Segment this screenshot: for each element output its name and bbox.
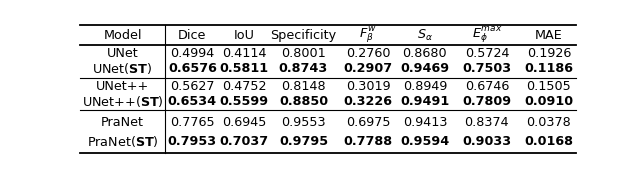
Text: 0.1186: 0.1186 bbox=[524, 62, 573, 75]
Text: Dice: Dice bbox=[178, 28, 207, 42]
Text: 0.5724: 0.5724 bbox=[465, 47, 509, 60]
Text: 0.8148: 0.8148 bbox=[281, 80, 326, 93]
Text: UNet++($\mathbf{ST}$): UNet++($\mathbf{ST}$) bbox=[82, 94, 163, 109]
Text: 0.2760: 0.2760 bbox=[346, 47, 390, 60]
Text: PraNet: PraNet bbox=[101, 116, 144, 129]
Text: IoU: IoU bbox=[234, 28, 255, 42]
Text: 0.8949: 0.8949 bbox=[403, 80, 447, 93]
Text: MAE: MAE bbox=[535, 28, 563, 42]
Text: 0.7953: 0.7953 bbox=[168, 135, 217, 148]
Text: $E_{\phi}^{max}$: $E_{\phi}^{max}$ bbox=[472, 25, 502, 45]
Text: 0.7788: 0.7788 bbox=[344, 135, 392, 148]
Text: 0.6534: 0.6534 bbox=[168, 95, 217, 108]
Text: 0.9033: 0.9033 bbox=[462, 135, 511, 148]
Text: 0.8850: 0.8850 bbox=[279, 95, 328, 108]
Text: 0.5811: 0.5811 bbox=[220, 62, 269, 75]
Text: 0.6945: 0.6945 bbox=[222, 116, 266, 129]
Text: 0.8743: 0.8743 bbox=[279, 62, 328, 75]
Text: 0.0168: 0.0168 bbox=[524, 135, 573, 148]
Text: 0.8001: 0.8001 bbox=[281, 47, 326, 60]
Text: UNet++: UNet++ bbox=[96, 80, 149, 93]
Text: 0.8374: 0.8374 bbox=[465, 116, 509, 129]
Text: 0.4994: 0.4994 bbox=[170, 47, 214, 60]
Text: 0.5599: 0.5599 bbox=[220, 95, 269, 108]
Text: 0.9469: 0.9469 bbox=[400, 62, 449, 75]
Text: 0.2907: 0.2907 bbox=[344, 62, 392, 75]
Text: 0.9553: 0.9553 bbox=[281, 116, 326, 129]
Text: 0.1926: 0.1926 bbox=[527, 47, 571, 60]
Text: 0.0378: 0.0378 bbox=[527, 116, 572, 129]
Text: 0.9795: 0.9795 bbox=[279, 135, 328, 148]
Text: 0.6975: 0.6975 bbox=[346, 116, 390, 129]
Text: 0.3226: 0.3226 bbox=[344, 95, 392, 108]
Text: 0.6576: 0.6576 bbox=[168, 62, 217, 75]
Text: Specificity: Specificity bbox=[270, 28, 337, 42]
Text: $S_{\alpha}$: $S_{\alpha}$ bbox=[417, 28, 433, 43]
Text: Model: Model bbox=[104, 28, 142, 42]
Text: 0.9594: 0.9594 bbox=[400, 135, 449, 148]
Text: 0.4752: 0.4752 bbox=[222, 80, 266, 93]
Text: 0.7765: 0.7765 bbox=[170, 116, 214, 129]
Text: $F_{\beta}^{w}$: $F_{\beta}^{w}$ bbox=[359, 25, 377, 45]
Text: 0.9491: 0.9491 bbox=[400, 95, 449, 108]
Text: 0.5627: 0.5627 bbox=[170, 80, 214, 93]
Text: 0.9413: 0.9413 bbox=[403, 116, 447, 129]
Text: PraNet($\mathbf{ST}$): PraNet($\mathbf{ST}$) bbox=[87, 134, 159, 148]
Text: 0.1505: 0.1505 bbox=[527, 80, 572, 93]
Text: 0.6746: 0.6746 bbox=[465, 80, 509, 93]
Text: 0.4114: 0.4114 bbox=[222, 47, 266, 60]
Text: UNet($\mathbf{ST}$): UNet($\mathbf{ST}$) bbox=[92, 61, 153, 76]
Text: 0.3019: 0.3019 bbox=[346, 80, 390, 93]
Text: 0.0910: 0.0910 bbox=[524, 95, 573, 108]
Text: 0.7503: 0.7503 bbox=[462, 62, 511, 75]
Text: 0.7809: 0.7809 bbox=[462, 95, 511, 108]
Text: 0.7037: 0.7037 bbox=[220, 135, 269, 148]
Text: UNet: UNet bbox=[107, 47, 138, 60]
Text: 0.8680: 0.8680 bbox=[403, 47, 447, 60]
